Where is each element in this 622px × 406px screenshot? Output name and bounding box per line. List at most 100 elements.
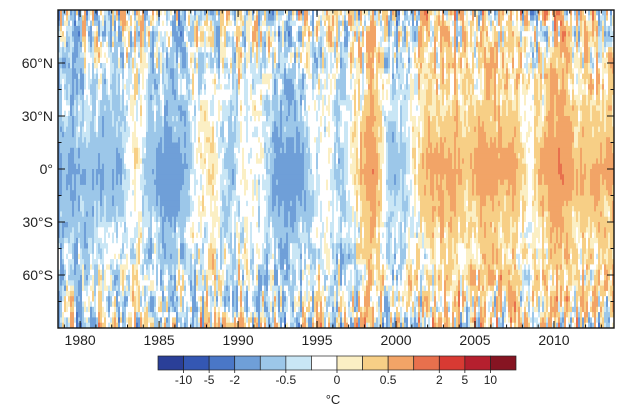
heatmap-cell [76,237,79,244]
heatmap-cell [110,301,113,308]
heatmap-cell [72,142,75,149]
heatmap-cell [116,301,119,308]
heatmap-cell [98,137,101,144]
heatmap-cell [120,322,123,328]
heatmap-cell [88,174,91,181]
heatmap-cell [84,280,87,287]
heatmap-cell [76,206,79,212]
heatmap-cell [92,31,95,38]
heatmap-cell [76,184,79,191]
heatmap-cell [104,158,107,165]
heatmap-cell [74,169,77,175]
heatmap-cell [112,285,115,292]
heatmap-cell [64,253,67,260]
heatmap-cell [64,20,67,27]
heatmap-cell [60,147,63,154]
heatmap-cell [64,153,67,159]
heatmap-cell [62,47,65,53]
heatmap-cell [74,131,77,138]
heatmap-cell [102,312,105,318]
heatmap-cell [64,89,67,96]
heatmap-cell [62,25,65,32]
heatmap-cell [118,15,121,22]
heatmap-cell [98,248,101,255]
heatmap-cell [58,248,61,255]
heatmap-cell [112,20,115,27]
heatmap-cell [118,41,121,48]
heatmap-cell [70,269,73,276]
heatmap-cell [70,290,73,297]
heatmap-cell [74,68,77,75]
heatmap-cell [78,269,81,276]
heatmap-cell [80,73,83,80]
heatmap-cell [104,232,107,239]
heatmap-cell [58,317,61,324]
heatmap-cell [104,147,107,154]
heatmap-cell [116,15,119,22]
heatmap-cell [116,73,119,80]
heatmap-cell [88,131,91,138]
heatmap-cell [92,41,95,48]
heatmap-cell [100,232,103,239]
heatmap-cell [78,296,81,303]
heatmap-cell [100,179,103,186]
heatmap-cell [100,253,103,260]
heatmap-cell [98,227,101,234]
heatmap-cell [106,126,109,133]
heatmap-cell [60,142,63,149]
heatmap-cell [88,222,91,228]
heatmap-cell [98,259,101,265]
heatmap-cell [70,31,73,38]
heatmap-cell [120,243,123,250]
heatmap-cell [116,184,119,191]
heatmap-cell [96,285,99,292]
heatmap-cell [66,110,69,117]
heatmap-cell [104,237,107,244]
heatmap-cell [68,169,71,175]
heatmap-cell [82,290,85,297]
heatmap-cell [106,25,109,32]
heatmap-cell [82,36,85,43]
heatmap-cell [68,285,71,292]
heatmap-cell [114,259,117,265]
heatmap-cell [106,163,109,170]
heatmap-cell [102,163,105,170]
heatmap-cell [70,15,73,22]
heatmap-cell [86,280,89,287]
heatmap-cell [70,25,73,32]
heatmap-cell [96,232,99,239]
heatmap-cell [70,306,73,313]
heatmap-cell [62,312,65,318]
heatmap-cell [108,63,111,69]
heatmap-cell [120,275,123,281]
heatmap-cell [90,301,93,308]
heatmap-cell [80,216,83,223]
heatmap-cell [110,248,113,255]
heatmap-cell [100,10,103,16]
heatmap-cell [66,269,69,276]
heatmap-cell [74,36,77,43]
heatmap-cell [76,25,79,32]
heatmap-cell [102,259,105,265]
heatmap-cell [78,312,81,318]
heatmap-cell [116,237,119,244]
heatmap-cell [120,10,123,16]
heatmap-cell [86,195,89,202]
heatmap-cell [62,94,65,101]
heatmap-cell [114,290,117,297]
heatmap-cell [60,110,63,117]
heatmap-cell [114,248,117,255]
heatmap-cell [92,116,95,122]
heatmap-cell [72,126,75,133]
heatmap-cell [100,131,103,138]
heatmap-cell [118,296,121,303]
heatmap-cell [88,110,91,117]
heatmap-cell [70,126,73,133]
heatmap-cell [100,94,103,101]
heatmap-cell [110,110,113,117]
heatmap-cell [86,200,89,207]
heatmap-cell [76,84,79,91]
heatmap-cell [80,248,83,255]
heatmap-cell [104,174,107,181]
heatmap-cell [100,259,103,265]
